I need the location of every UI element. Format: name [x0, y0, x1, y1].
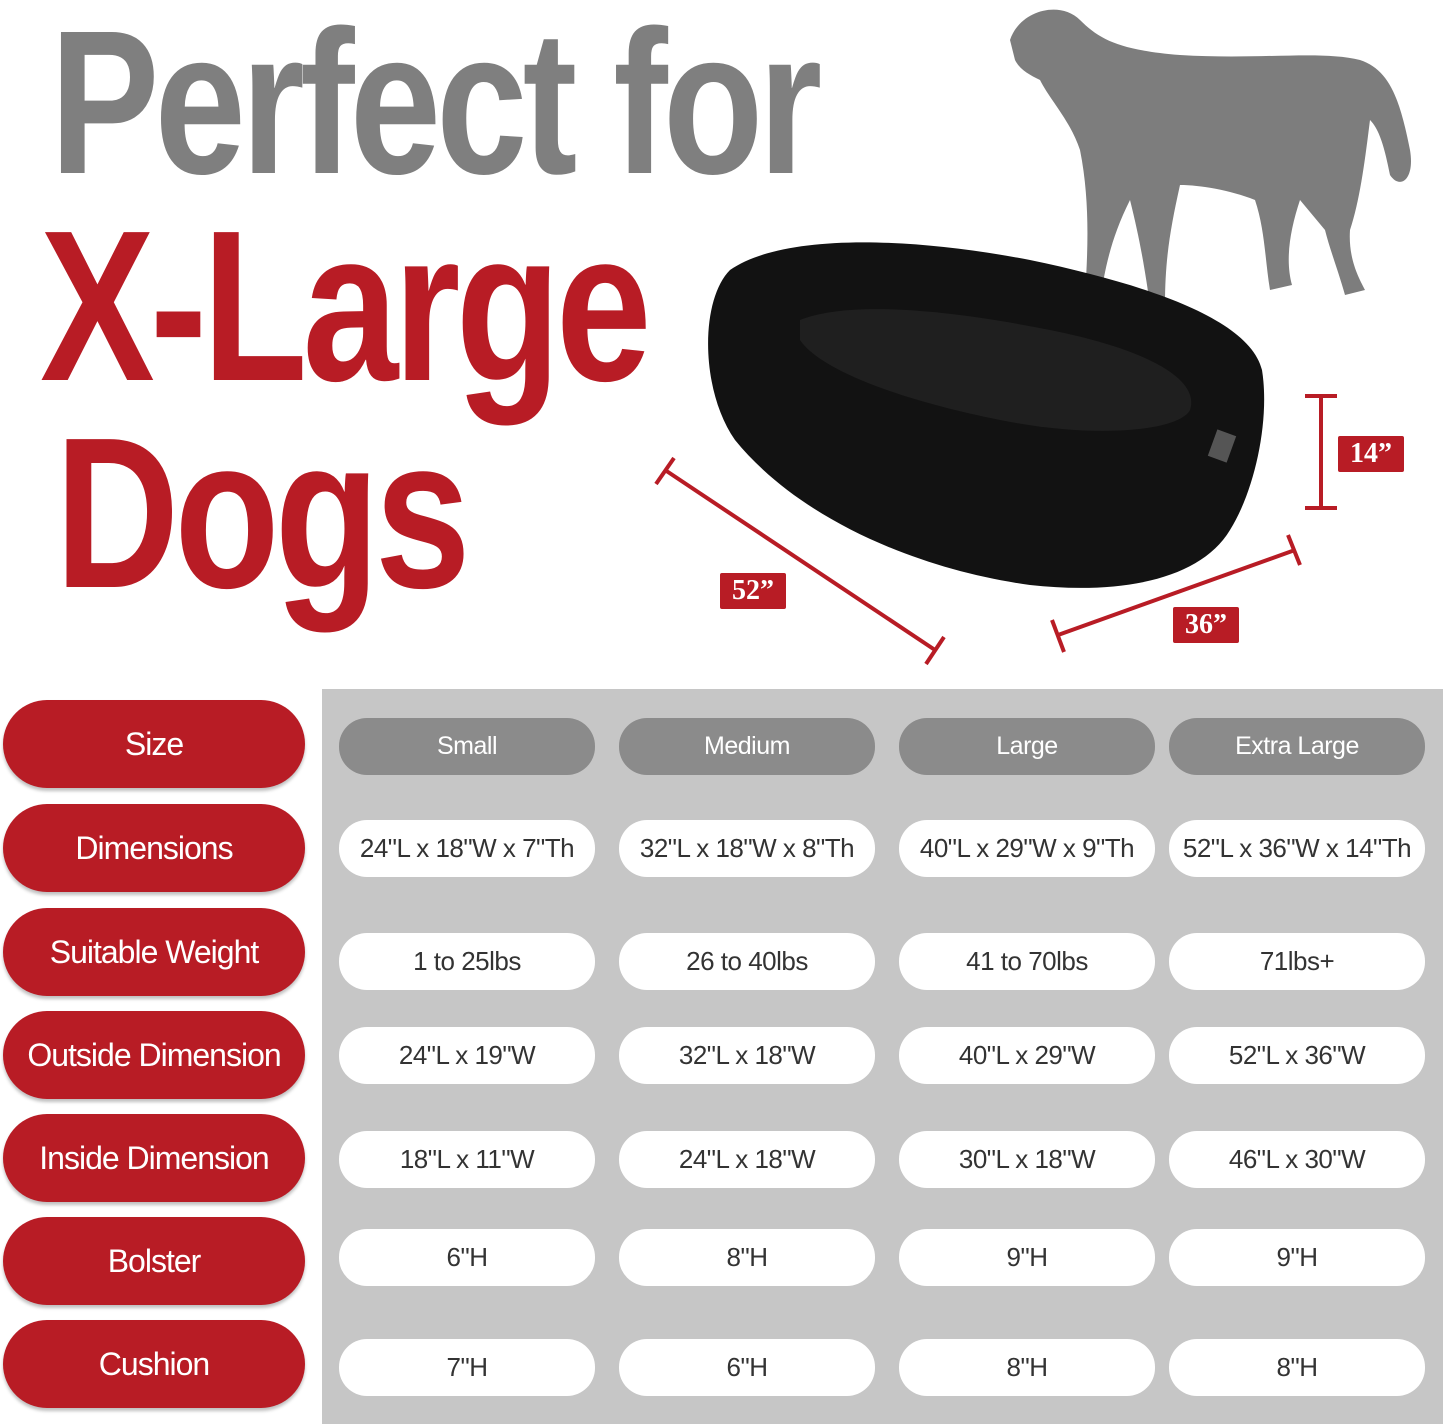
table-cell: 46"L x 30"W [1169, 1131, 1425, 1188]
height-label: 14” [1338, 436, 1404, 472]
dog-silhouette-icon [1010, 9, 1411, 305]
size-header: Extra Large [1169, 718, 1425, 775]
width-label: 36” [1173, 607, 1239, 643]
table-cell: 24"L x 19"W [339, 1027, 595, 1084]
row-label: Dimensions [3, 804, 305, 892]
row-label: Bolster [3, 1217, 305, 1305]
table-cell: 26 to 40lbs [619, 933, 875, 990]
table-cell: 40"L x 29"W [899, 1027, 1155, 1084]
length-label: 52” [720, 573, 786, 609]
size-header: Small [339, 718, 595, 775]
row-label: Suitable Weight [3, 908, 305, 996]
brand-tag-icon [1207, 429, 1237, 463]
table-cell: 71lbs+ [1169, 933, 1425, 990]
table-cell: 6"H [339, 1229, 595, 1286]
row-label: Size [3, 700, 305, 788]
row-label: Outside Dimension [3, 1011, 305, 1099]
table-cell: 8"H [899, 1339, 1155, 1396]
table-cell: 9"H [1169, 1229, 1425, 1286]
table-cell: 30"L x 18"W [899, 1131, 1155, 1188]
size-header: Large [899, 718, 1155, 775]
table-cell: 41 to 70lbs [899, 933, 1155, 990]
row-label: Inside Dimension [3, 1114, 305, 1202]
table-cell: 18"L x 11"W [339, 1131, 595, 1188]
table-cell: 24"L x 18"W [619, 1131, 875, 1188]
headline-line-3: Dogs [55, 392, 471, 633]
product-illustration [654, 9, 1411, 666]
table-cell: 9"H [899, 1229, 1155, 1286]
table-cell: 32"L x 18"W [619, 1027, 875, 1084]
dimension-lines [654, 394, 1337, 666]
table-cell: 8"H [619, 1229, 875, 1286]
table-cell: 52"L x 36"W x 14"Th [1169, 820, 1425, 877]
table-cell: 1 to 25lbs [339, 933, 595, 990]
headline-line-2: X-Large [40, 185, 652, 426]
table-cell: 7"H [339, 1339, 595, 1396]
headline-line-1: Perfect for [50, 0, 822, 217]
table-cell: 6"H [619, 1339, 875, 1396]
size-header: Medium [619, 718, 875, 775]
table-cell: 40"L x 29"W x 9"Th [899, 820, 1155, 877]
row-label: Cushion [3, 1320, 305, 1408]
table-cell: 24"L x 18"W x 7"Th [339, 820, 595, 877]
table-cell: 32"L x 18"W x 8"Th [619, 820, 875, 877]
table-cell: 52"L x 36"W [1169, 1027, 1425, 1084]
table-cell: 8"H [1169, 1339, 1425, 1396]
